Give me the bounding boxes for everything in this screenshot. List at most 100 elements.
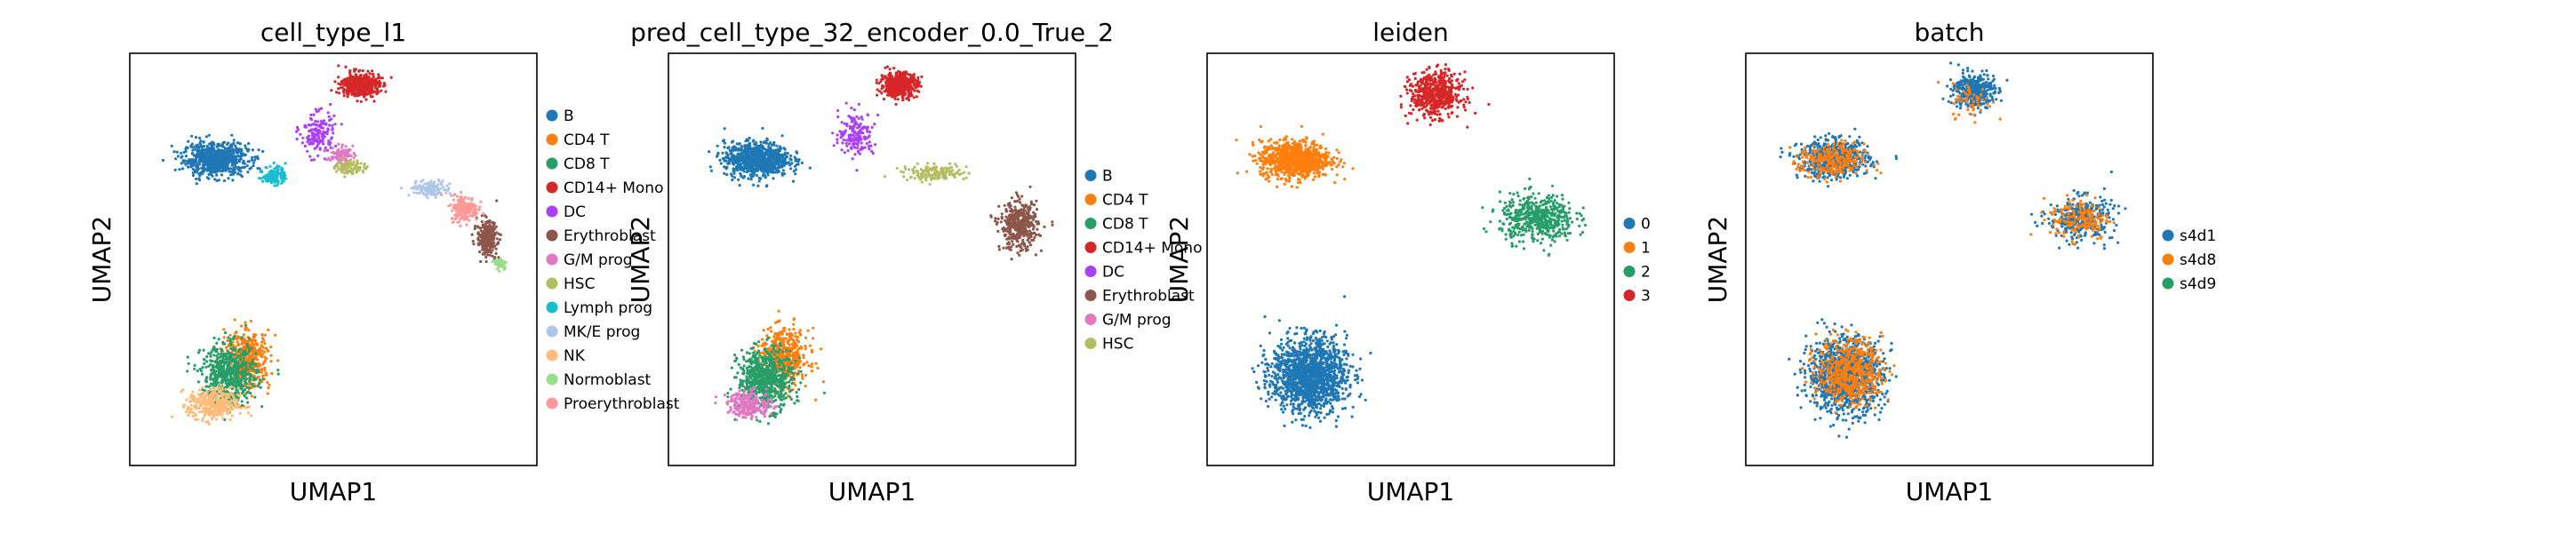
data-point (459, 201, 462, 204)
data-point (765, 158, 770, 162)
data-point (209, 374, 212, 378)
data-point (339, 157, 342, 161)
data-point (180, 151, 183, 155)
data-point (341, 163, 345, 166)
data-point (222, 179, 227, 183)
data-point (254, 356, 258, 360)
data-point (459, 224, 462, 227)
data-point (211, 366, 214, 370)
data-point (777, 164, 780, 168)
data-point (752, 183, 756, 187)
data-point (327, 115, 331, 118)
data-point (499, 238, 502, 242)
data-point (791, 179, 796, 183)
data-point (174, 157, 178, 161)
data-point (203, 391, 206, 394)
legend-label: NK (564, 347, 586, 365)
data-point (802, 354, 805, 357)
data-point (196, 162, 200, 165)
data-point (245, 386, 249, 389)
data-point (258, 167, 261, 171)
data-point (234, 155, 237, 158)
data-point (247, 358, 251, 362)
data-point (175, 150, 179, 154)
data-point (337, 76, 340, 79)
data-point (240, 371, 244, 375)
data-point (353, 68, 356, 71)
data-point (767, 168, 771, 171)
data-point (213, 386, 217, 390)
data-point (340, 146, 343, 149)
data-point (251, 148, 254, 152)
data-point (330, 136, 333, 139)
data-point (764, 170, 768, 173)
data-point (186, 405, 190, 410)
data-point (745, 154, 748, 157)
data-point (794, 331, 797, 335)
data-point (249, 369, 252, 372)
data-point (233, 171, 236, 174)
data-point (212, 373, 216, 377)
data-point (300, 141, 304, 145)
data-point (182, 150, 186, 154)
data-point (502, 262, 506, 266)
data-point (723, 139, 726, 142)
data-point (812, 326, 815, 330)
data-point (364, 81, 368, 84)
data-point (755, 141, 758, 145)
data-point (742, 158, 746, 162)
data-point (228, 418, 232, 422)
data-point (778, 333, 781, 337)
data-point (239, 406, 244, 410)
data-point (202, 149, 205, 153)
data-point (758, 153, 762, 156)
data-point (250, 394, 253, 398)
data-point (435, 193, 438, 196)
data-point (193, 367, 196, 370)
data-point (212, 398, 216, 402)
data-point (752, 147, 756, 151)
data-point (337, 150, 340, 155)
data-point (364, 166, 367, 170)
data-point (380, 76, 384, 80)
data-point (804, 345, 807, 348)
data-point (229, 344, 233, 347)
data-point (280, 181, 284, 185)
data-point (197, 171, 201, 176)
data-point (249, 392, 252, 395)
data-point (337, 147, 340, 151)
data-point (755, 173, 759, 178)
data-point (196, 369, 199, 372)
data-point (792, 374, 796, 378)
data-point (426, 182, 429, 186)
data-point (745, 158, 748, 162)
data-point (800, 373, 804, 377)
data-point (377, 82, 380, 85)
data-point (763, 165, 766, 169)
data-point (257, 364, 260, 368)
data-point (484, 255, 488, 259)
cluster-proerythroblast (439, 190, 486, 227)
data-point (221, 394, 225, 397)
data-point (308, 129, 312, 133)
data-point (418, 191, 421, 195)
data-point (782, 147, 786, 150)
data-point (779, 352, 782, 355)
data-point (250, 386, 253, 390)
data-point (209, 354, 212, 358)
data-point (493, 256, 497, 259)
data-point (191, 390, 195, 394)
data-point (460, 216, 464, 220)
data-point (232, 360, 236, 363)
data-point (275, 171, 279, 175)
data-point (738, 184, 741, 187)
data-point (204, 135, 208, 139)
data-point (176, 155, 180, 158)
data-point (255, 342, 259, 346)
data-point (276, 164, 279, 168)
data-point (348, 90, 352, 93)
data-point (337, 64, 340, 68)
data-point (343, 151, 347, 155)
data-point (762, 141, 765, 145)
legend-marker (546, 181, 558, 194)
